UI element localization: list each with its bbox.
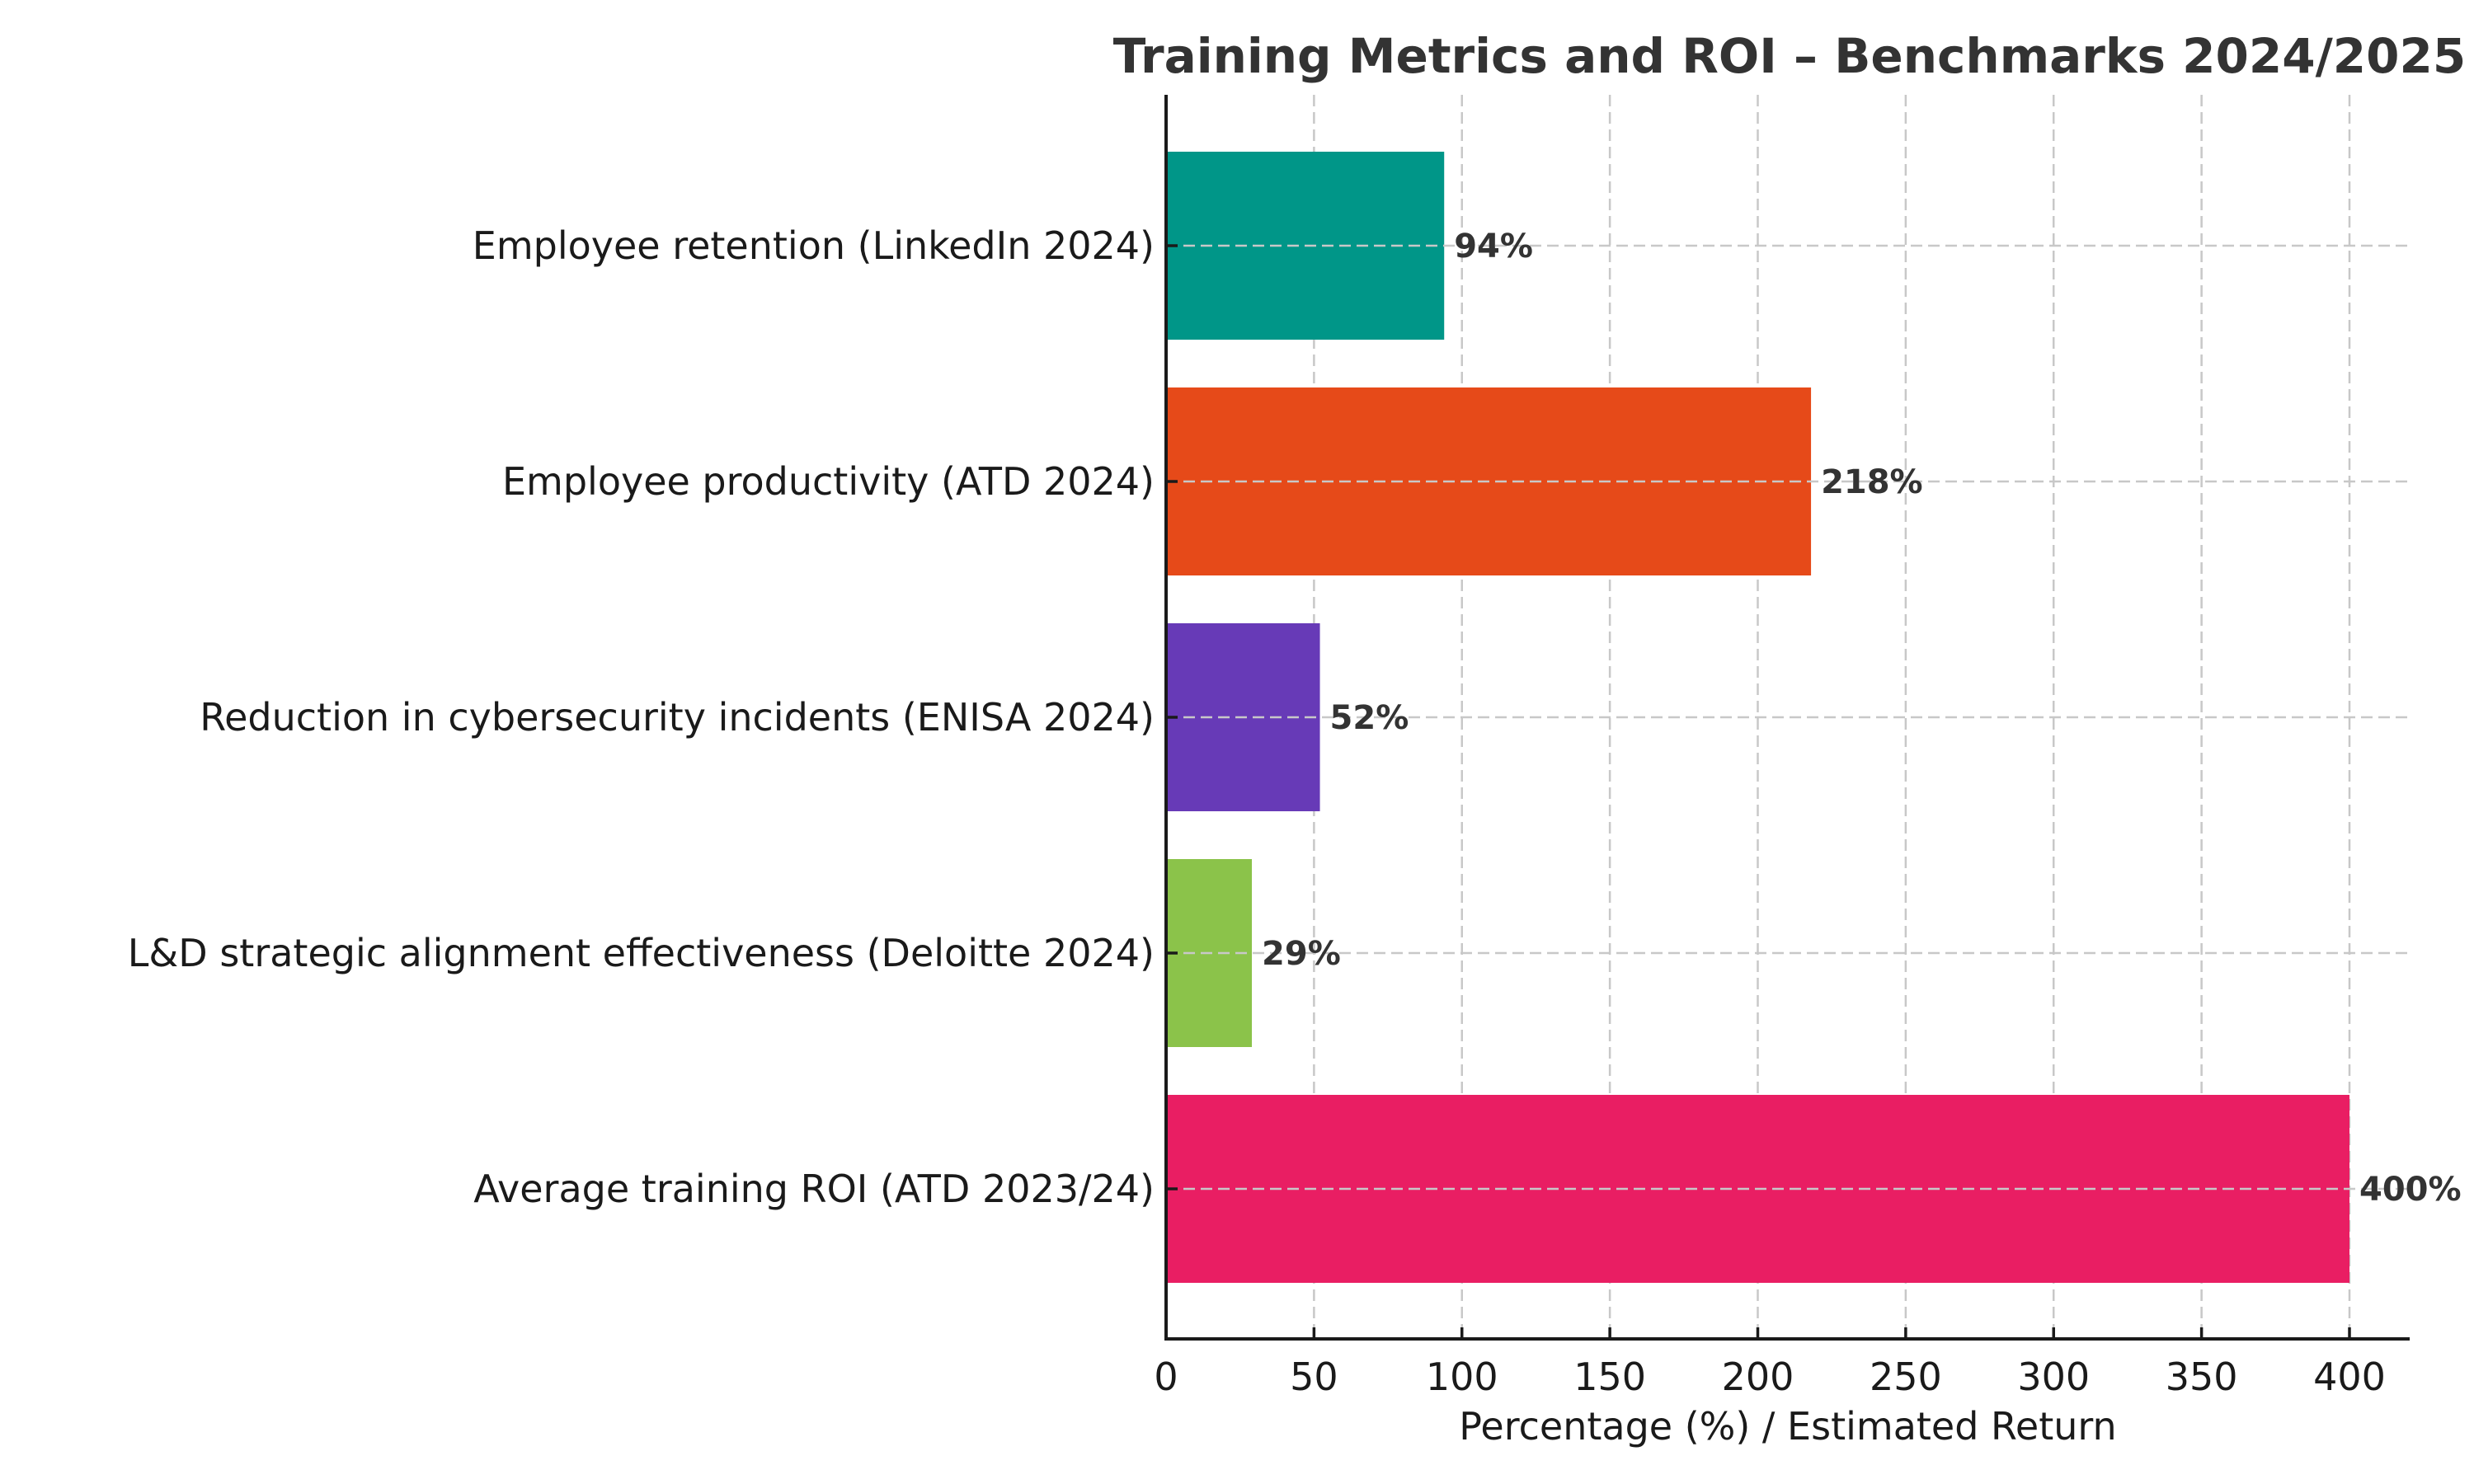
axes [1164,95,2410,1341]
y-tick-label: L&D strategic alignment effectiveness (D… [128,931,1155,975]
data-label: 29% [1262,935,1341,973]
data-label: 94% [1454,228,1533,265]
x-tick-label: 200 [1722,1355,1794,1399]
x-tick-label: 50 [1290,1355,1338,1399]
labels: 0 50 100 150 200 250 300 350 400 Employee retenti… [128,223,2462,1399]
y-tick-label: Employee retention (LinkedIn 2024) [473,223,1155,268]
x-tick-label: 0 [1154,1355,1178,1399]
chart-title: Training Metrics and ROI – Benchmarks 20… [1113,28,2466,84]
x-tick-label: 300 [2017,1355,2090,1399]
x-tick-label: 350 [2166,1355,2238,1399]
data-label: 218% [1821,463,1923,501]
x-tick-label: 150 [1573,1355,1646,1399]
data-label: 400% [2359,1171,2462,1209]
x-tick-label: 100 [1426,1355,1498,1399]
y-tick-label: Employee productivity (ATD 2024) [502,459,1155,504]
data-label: 52% [1330,699,1409,737]
y-tick-label: Reduction in cybersecurity incidents (EN… [200,695,1155,740]
x-tick-label: 250 [1870,1355,1942,1399]
x-axis-label: Percentage (%) / Estimated Return [1459,1404,2116,1449]
y-tick-label: Average training ROI (ATD 2023/24) [473,1167,1155,1211]
x-tick-label: 400 [2313,1355,2386,1399]
